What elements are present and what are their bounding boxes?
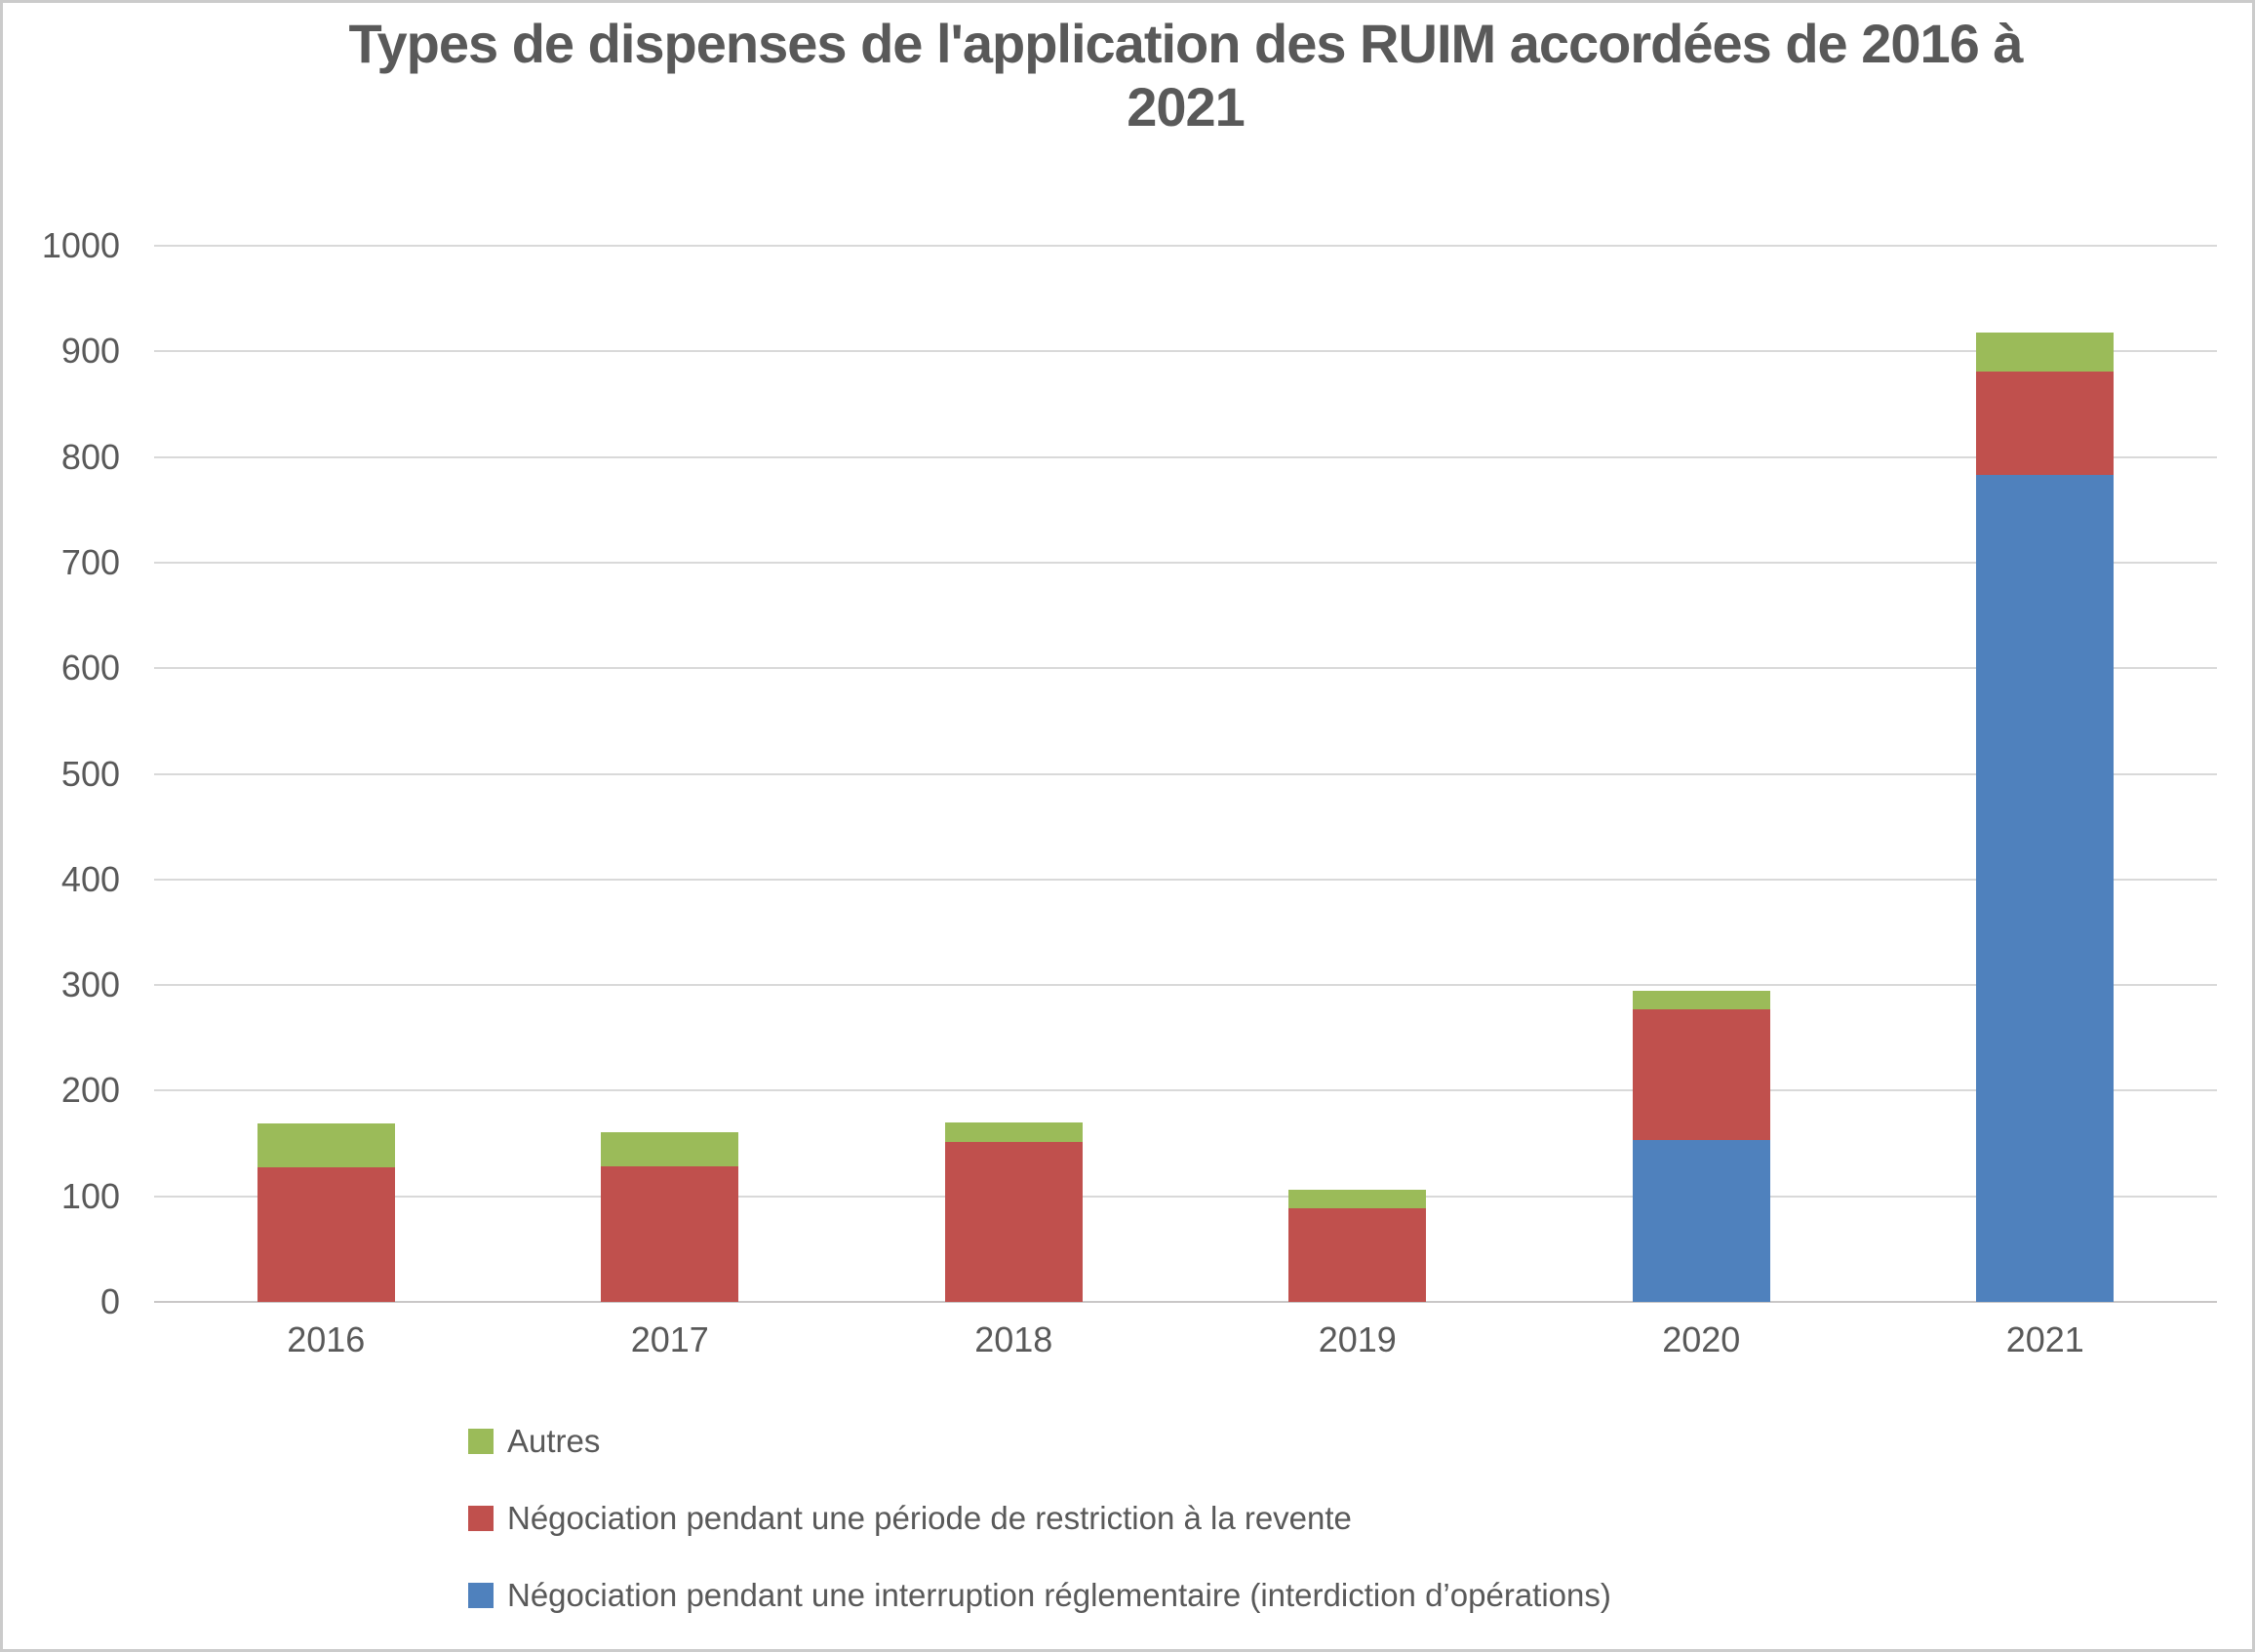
y-tick-label-800: 800 (60, 436, 120, 477)
gridline-0 (154, 1301, 2217, 1303)
x-tick-label-2018: 2018 (974, 1319, 1053, 1359)
bar-segment (944, 1121, 1083, 1143)
stacked-bar-2017 (601, 246, 739, 1302)
bar-segment (1976, 332, 2115, 372)
bar-segment (601, 1166, 739, 1302)
gridline-200 (154, 1089, 2217, 1092)
bar-segment (257, 1122, 395, 1168)
y-tick-label-100: 100 (60, 1175, 120, 1216)
legend-swatch-icon (468, 1429, 494, 1454)
bar-segment (944, 1142, 1083, 1302)
y-tick-label-300: 300 (60, 964, 120, 1005)
y-tick-label-1000: 1000 (41, 225, 120, 265)
x-tick-label-2021: 2021 (2005, 1319, 2084, 1359)
gridline-500 (154, 772, 2217, 775)
y-tick-label-400: 400 (60, 858, 120, 899)
category-slot-2020 (1529, 246, 1874, 1302)
legend-item: Autres (468, 1422, 1611, 1461)
stacked-bar-2021 (1976, 246, 2115, 1302)
y-tick-label-500: 500 (60, 753, 120, 794)
bar-segment (1632, 1140, 1770, 1302)
chart-title-text: Types de dispenses de l'application des … (348, 13, 2023, 138)
chart-title: Types de dispenses de l'application des … (154, 13, 2217, 139)
y-tick-label-600: 600 (60, 648, 120, 688)
gridline-900 (154, 350, 2217, 353)
gridline-1000 (154, 245, 2217, 247)
x-tick-label-2019: 2019 (1318, 1319, 1397, 1359)
bar-segment (1976, 371, 2115, 476)
stacked-bar-2019 (1288, 246, 1427, 1302)
plot-area (154, 245, 2217, 1303)
y-tick-label-0: 0 (99, 1281, 120, 1321)
category-slot-2021 (1874, 246, 2218, 1302)
x-tick-label-2016: 2016 (287, 1319, 366, 1359)
stacked-bar-2016 (257, 246, 395, 1302)
bar-segment (601, 1131, 739, 1167)
stacked-bar-2018 (944, 246, 1083, 1302)
bar-segment (1632, 990, 1770, 1010)
category-slot-2018 (842, 246, 1186, 1302)
legend: Autres Négociation pendant une période de… (468, 1422, 1611, 1649)
gridline-100 (154, 1195, 2217, 1198)
bar-slots (154, 246, 2217, 1302)
gridline-600 (154, 667, 2217, 670)
bar-segment (1288, 1190, 1427, 1208)
legend-swatch-icon (468, 1583, 494, 1608)
bar-segment (1288, 1207, 1427, 1302)
legend-item: Négociation pendant une période de restr… (468, 1499, 1611, 1538)
bar-segment (257, 1167, 395, 1302)
gridline-400 (154, 878, 2217, 881)
gridline-300 (154, 984, 2217, 987)
category-slot-2017 (498, 246, 843, 1302)
bar-segment (1976, 475, 2115, 1302)
gridline-700 (154, 561, 2217, 564)
x-tick-label-2020: 2020 (1662, 1319, 1741, 1359)
legend-label: Autres (507, 1423, 601, 1459)
gridline-800 (154, 455, 2217, 458)
legend-item: Négociation pendant une interruption rég… (468, 1576, 1611, 1615)
stacked-bar-2020 (1632, 246, 1770, 1302)
legend-label: Négociation pendant une période de restr… (507, 1500, 1352, 1536)
legend-label: Négociation pendant une interruption rég… (507, 1577, 1611, 1613)
y-axis: 1000 900 800 700 600 500 400 300 200 100 0 (3, 225, 138, 1321)
y-tick-label-700: 700 (60, 541, 120, 582)
x-axis: 2016 2017 2018 2019 2020 2021 (154, 1319, 2217, 1360)
category-slot-2019 (1186, 246, 1530, 1302)
category-slot-2016 (154, 246, 498, 1302)
x-tick-label-2017: 2017 (630, 1319, 709, 1359)
y-tick-label-200: 200 (60, 1070, 120, 1111)
y-tick-label-900: 900 (60, 331, 120, 372)
bar-segment (1632, 1009, 1770, 1141)
legend-swatch-icon (468, 1506, 494, 1531)
